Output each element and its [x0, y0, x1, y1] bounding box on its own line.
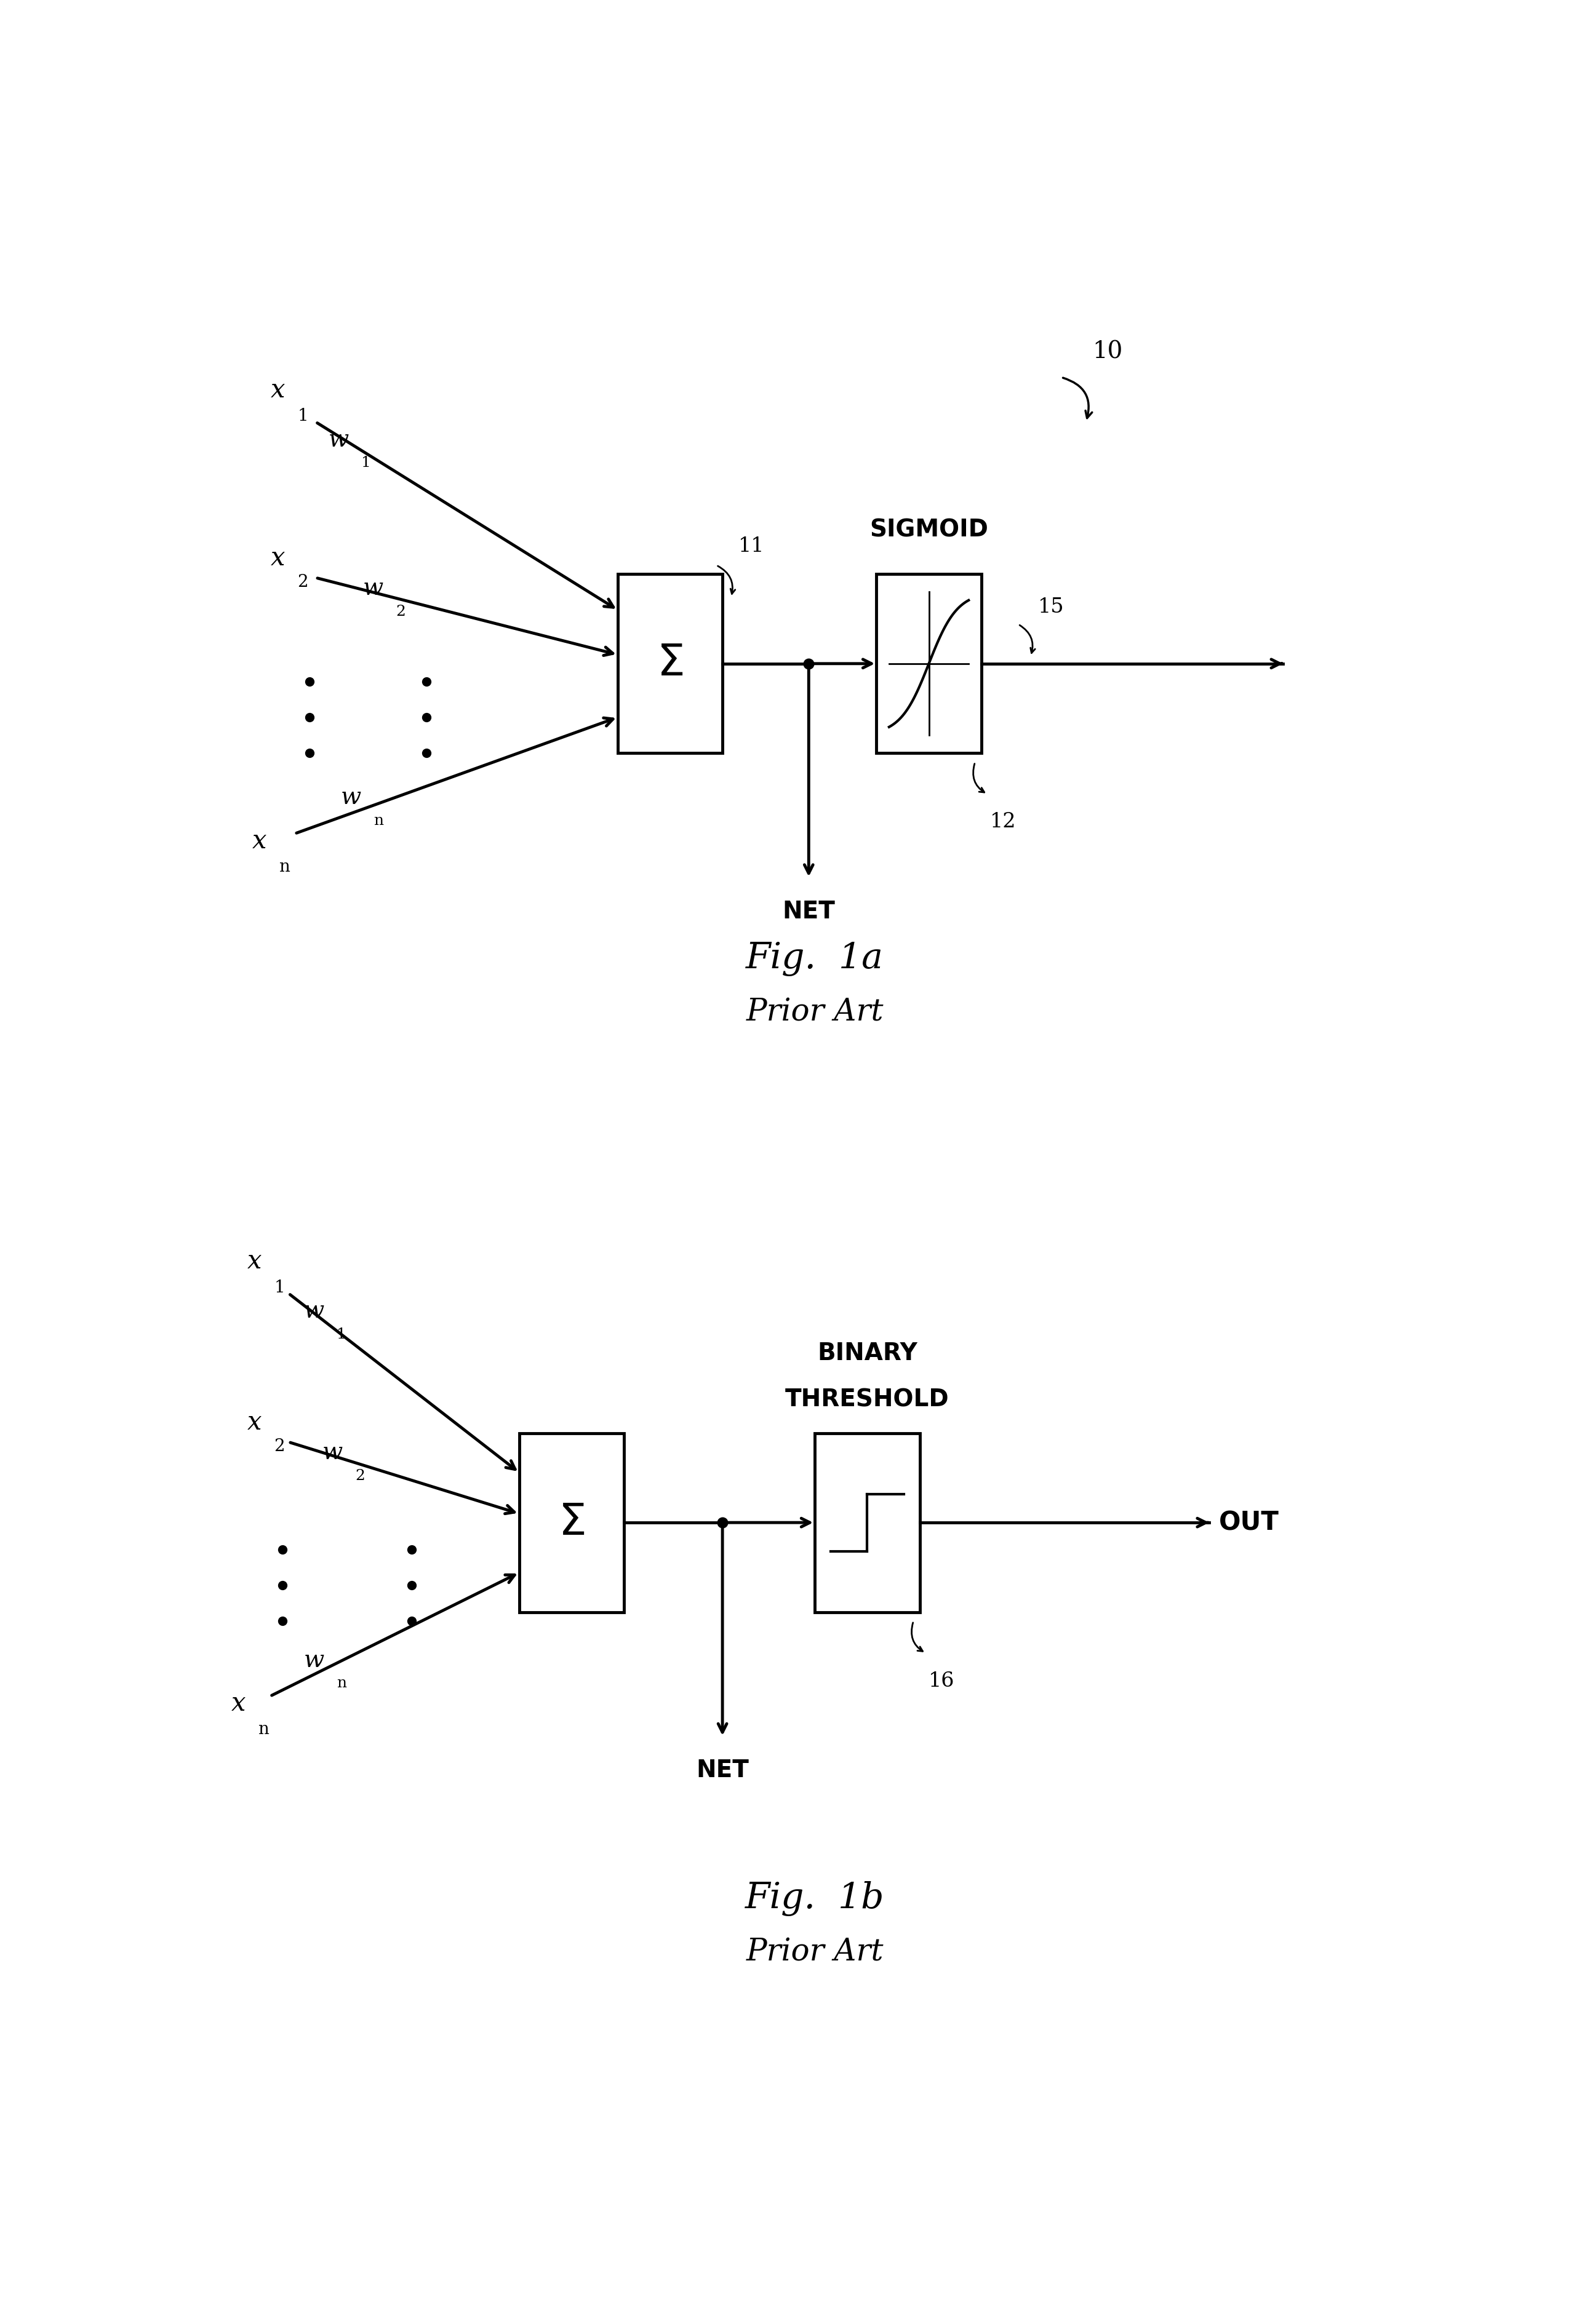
- Bar: [617, 574, 722, 753]
- Text: x: x: [231, 1690, 245, 1715]
- Text: 2: 2: [297, 574, 308, 590]
- Bar: [816, 1434, 919, 1613]
- Text: $\Sigma$: $\Sigma$: [558, 1501, 585, 1543]
- Text: x: x: [246, 1408, 262, 1436]
- Text: x: x: [246, 1248, 262, 1274]
- Text: NET: NET: [782, 899, 835, 923]
- Text: Prior Art: Prior Art: [746, 1936, 884, 1966]
- Text: NET: NET: [696, 1759, 749, 1783]
- Text: w: w: [304, 1299, 324, 1322]
- Text: BINARY: BINARY: [817, 1341, 917, 1364]
- Text: x: x: [253, 827, 267, 853]
- Text: 10: 10: [1092, 339, 1123, 363]
- Text: Fig.  1a: Fig. 1a: [746, 941, 884, 976]
- Text: n: n: [258, 1722, 269, 1738]
- Text: 1: 1: [361, 456, 370, 469]
- Text: w: w: [340, 786, 361, 809]
- Bar: [876, 574, 981, 753]
- Text: 1: 1: [273, 1278, 285, 1297]
- Text: 2: 2: [355, 1469, 366, 1483]
- Text: THRESHOLD: THRESHOLD: [785, 1387, 949, 1411]
- Text: Prior Art: Prior Art: [746, 997, 884, 1027]
- Text: n: n: [374, 813, 383, 827]
- Text: x: x: [270, 376, 285, 402]
- Text: w: w: [323, 1441, 343, 1464]
- Text: n: n: [337, 1676, 347, 1690]
- Text: Fig.  1b: Fig. 1b: [746, 1880, 884, 1915]
- Text: 2: 2: [273, 1439, 285, 1455]
- Text: w: w: [304, 1650, 324, 1671]
- Text: w: w: [363, 576, 383, 600]
- Text: 15: 15: [1038, 597, 1064, 618]
- Text: 1: 1: [337, 1327, 347, 1341]
- Text: 1: 1: [297, 407, 308, 425]
- Text: 11: 11: [738, 537, 765, 555]
- Text: SIGMOID: SIGMOID: [870, 518, 989, 541]
- Text: 12: 12: [991, 811, 1016, 832]
- Text: 16: 16: [929, 1671, 954, 1692]
- Text: w: w: [329, 428, 350, 451]
- Text: n: n: [278, 858, 289, 876]
- Text: $\Sigma$: $\Sigma$: [657, 641, 684, 686]
- Text: OUT: OUT: [1220, 1511, 1280, 1536]
- Text: x: x: [270, 546, 285, 572]
- Text: 2: 2: [396, 604, 405, 618]
- Bar: [518, 1434, 623, 1613]
